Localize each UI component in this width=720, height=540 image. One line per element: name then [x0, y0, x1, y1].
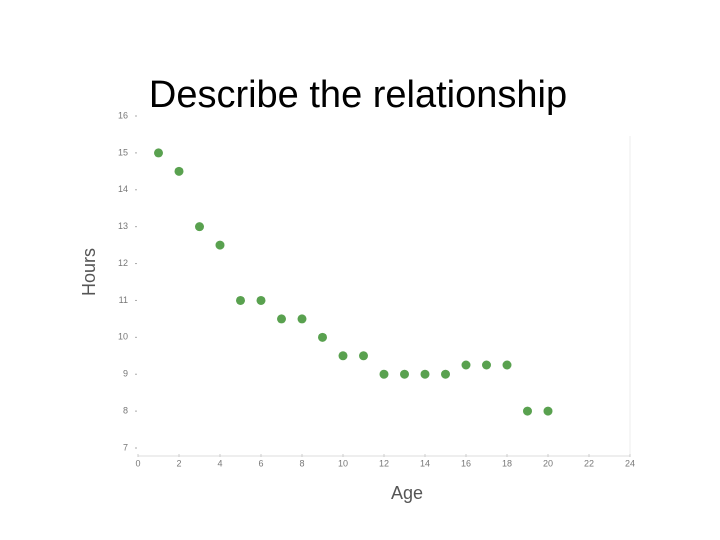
- y-tick-label: 14: [118, 184, 128, 194]
- x-tick-label: 22: [584, 458, 594, 468]
- data-point: [441, 369, 450, 379]
- y-tick-label: 11: [119, 295, 128, 305]
- x-axis-label: Age: [391, 483, 423, 503]
- data-point: [236, 295, 245, 305]
- data-point: [400, 369, 409, 379]
- x-tick-label: 4: [217, 458, 222, 468]
- data-point: [502, 360, 512, 370]
- x-tick-label: 20: [543, 458, 553, 468]
- slide-title: Describe the relationship: [149, 74, 567, 116]
- data-point: [154, 148, 163, 158]
- data-point: [318, 332, 327, 342]
- data-point: [461, 360, 471, 370]
- y-tick-label: 13: [118, 221, 128, 231]
- data-point: [379, 369, 389, 379]
- y-tick-label: 8: [123, 405, 128, 415]
- data-point: [174, 166, 184, 176]
- data-point: [297, 314, 307, 324]
- data-point: [482, 360, 491, 370]
- x-tick-label: 12: [379, 458, 389, 468]
- data-point: [256, 295, 266, 305]
- y-tick-label: 16: [118, 110, 128, 120]
- x-tick-label: 18: [502, 458, 512, 468]
- data-point: [523, 406, 532, 416]
- y-tick-label: 12: [118, 258, 128, 268]
- x-tick-label: 24: [625, 458, 635, 468]
- x-tick-label: 8: [299, 458, 304, 468]
- data-point: [195, 222, 204, 232]
- data-point: [543, 406, 553, 416]
- x-tick-label: 2: [176, 458, 181, 468]
- data-point: [277, 314, 286, 324]
- x-tick-label: 6: [258, 458, 263, 468]
- x-tick-label: 14: [420, 458, 430, 468]
- data-point: [420, 369, 430, 379]
- x-tick-label: 10: [338, 458, 348, 468]
- y-axis-label: Hours: [79, 248, 99, 296]
- x-tick-label: 16: [461, 458, 471, 468]
- y-tick-label: 15: [118, 147, 128, 157]
- x-tick-label: 0: [135, 458, 140, 468]
- y-tick-label: 9: [123, 369, 128, 379]
- data-point: [359, 351, 368, 361]
- y-tick-label: 10: [118, 332, 128, 342]
- data-point: [338, 351, 348, 361]
- y-tick-label: 7: [123, 442, 128, 452]
- data-point: [215, 240, 225, 250]
